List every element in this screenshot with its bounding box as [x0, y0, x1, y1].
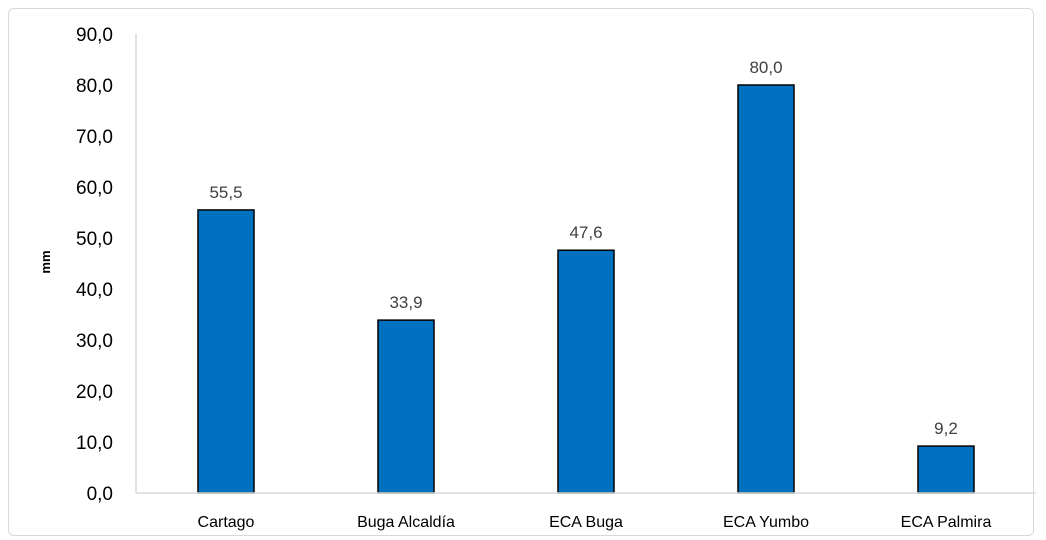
y-tick-label: 90,0	[76, 25, 113, 46]
data-labels: 55,5 33,9 47,6 80,0 9,2	[209, 58, 957, 438]
category-label: ECA Buga	[549, 514, 623, 531]
bar	[917, 445, 975, 494]
y-tick-label: 20,0	[76, 382, 113, 403]
bar	[737, 84, 795, 494]
bar-value-label: 33,9	[389, 293, 422, 312]
y-axis-title: mm	[38, 250, 53, 273]
category-label: ECA Yumbo	[723, 514, 809, 531]
category-label: Cartago	[198, 514, 255, 531]
bars	[197, 84, 975, 494]
bar	[557, 249, 615, 494]
bar-value-label: 9,2	[934, 419, 958, 438]
bar-value-label: 55,5	[209, 183, 242, 202]
bar-value-label: 80,0	[749, 58, 782, 77]
bar-value-label: 47,6	[569, 223, 602, 242]
y-tick-label: 80,0	[76, 76, 113, 97]
chart-frame	[8, 8, 1034, 536]
y-tick-label: 70,0	[76, 127, 113, 148]
bar	[197, 209, 255, 494]
y-tick-label: 60,0	[76, 178, 113, 199]
bar	[377, 319, 435, 494]
category-label: Buga Alcaldía	[357, 514, 455, 531]
y-tick-label: 0,0	[87, 484, 113, 505]
y-tick-label: 50,0	[76, 229, 113, 250]
category-labels: Cartago Buga Alcaldía ECA Buga ECA Yumbo ECA…	[198, 514, 992, 531]
y-tick-label: 10,0	[76, 433, 113, 454]
category-label: ECA Palmira	[901, 514, 992, 531]
y-tick-label: 40,0	[76, 280, 113, 301]
y-tick-label: 30,0	[76, 331, 113, 352]
y-axis-ticks: 0,0 10,0 20,0 30,0 40,0 50,0 60,0 70,0 80,0 90,0	[76, 25, 113, 505]
